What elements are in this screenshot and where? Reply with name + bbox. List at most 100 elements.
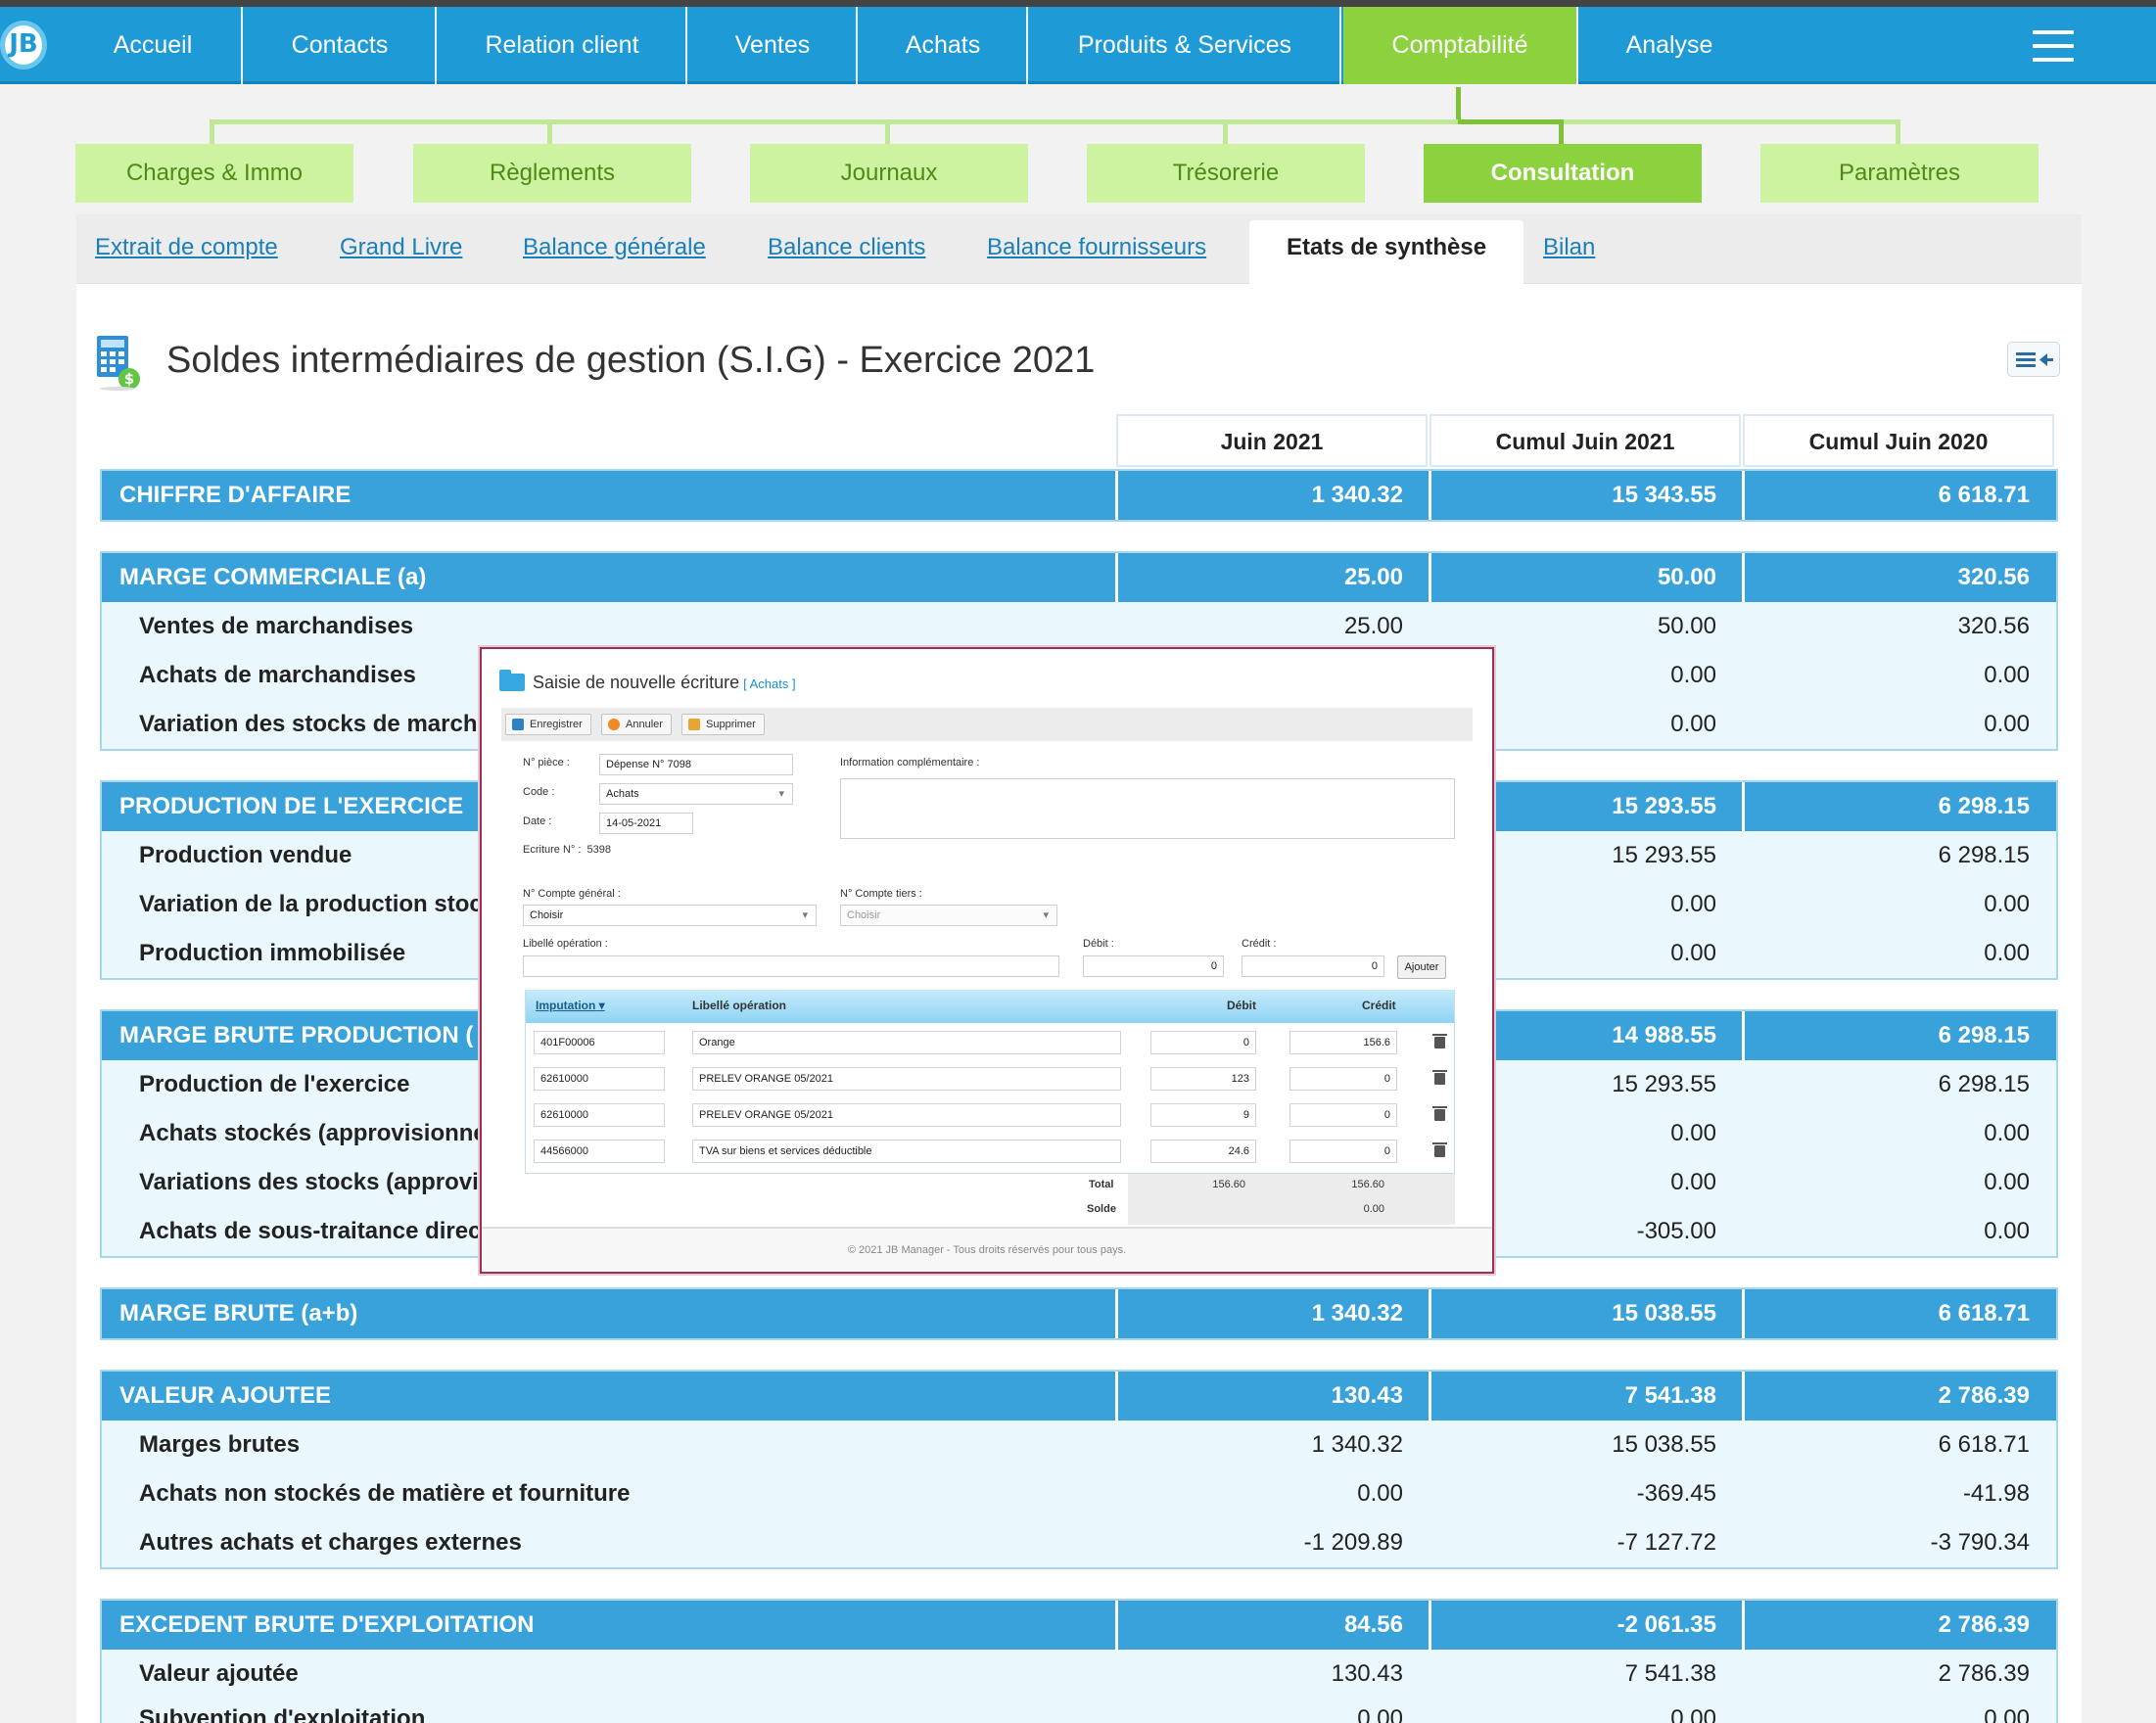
code-select[interactable]: Achats bbox=[599, 783, 793, 805]
subnav-parametres[interactable]: Paramètres bbox=[1760, 144, 2039, 203]
section-header-row: MARGE BRUTE (a+b) 1 340.32 15 038.55 6 6… bbox=[102, 1289, 2056, 1338]
line-label[interactable]: PRELEV ORANGE 05/2021 bbox=[692, 1067, 1121, 1091]
libelle-header: Libellé opération bbox=[692, 999, 787, 1012]
tab-etats-de-synthese[interactable]: Etats de synthèse bbox=[1249, 220, 1524, 285]
imputation-header[interactable]: Imputation ▾ bbox=[536, 999, 605, 1012]
nav-analyse[interactable]: Analyse bbox=[1625, 31, 1713, 59]
collapse-panel-button[interactable] bbox=[2007, 342, 2060, 377]
delete-label: Supprimer bbox=[706, 719, 756, 730]
subnav-charges-immo[interactable]: Charges & Immo bbox=[75, 144, 353, 203]
tab-grand-livre[interactable]: Grand Livre bbox=[340, 234, 463, 260]
value-cell: -3 790.34 bbox=[1930, 1529, 2030, 1556]
compte-general-select[interactable]: Choisir bbox=[523, 905, 817, 926]
total-credit: 156.60 bbox=[1351, 1179, 1384, 1190]
info-label: Information complémentaire : bbox=[840, 757, 980, 768]
tab-extrait-de-compte[interactable]: Extrait de compte bbox=[95, 234, 278, 260]
section-title: MARGE COMMERCIALE (a) bbox=[119, 564, 427, 590]
value-cell: 0.00 bbox=[1670, 1120, 1716, 1146]
delete-line-icon[interactable] bbox=[1432, 1070, 1447, 1085]
row-label: Variation de la production stoc bbox=[139, 891, 483, 917]
sig-section: MARGE COMMERCIALE (a) 25.00 50.00 320.56… bbox=[100, 551, 2058, 751]
table-row: Production immobilisée 0.00 0.00 bbox=[102, 929, 2056, 978]
credit-input[interactable]: 0 bbox=[1242, 955, 1384, 977]
value-cell: 1 340.32 bbox=[1115, 1289, 1425, 1338]
line-credit[interactable]: 0 bbox=[1289, 1103, 1397, 1127]
tab-bilan[interactable]: Bilan bbox=[1543, 234, 1596, 260]
piece-input[interactable]: Dépense N° 7098 bbox=[599, 754, 793, 775]
sig-section: VALEUR AJOUTEE 130.43 7 541.38 2 786.39 … bbox=[100, 1370, 2058, 1569]
delete-line-icon[interactable] bbox=[1432, 1106, 1447, 1121]
totals-area bbox=[1128, 1174, 1455, 1225]
delete-line-icon[interactable] bbox=[1432, 1142, 1447, 1157]
libelle-input[interactable] bbox=[523, 955, 1059, 977]
line-debit[interactable]: 123 bbox=[1150, 1067, 1256, 1091]
line-label[interactable]: Orange bbox=[692, 1031, 1121, 1054]
table-row: Variation des stocks de march 0.00 0.00 bbox=[102, 700, 2056, 749]
compte-tiers-select[interactable]: Choisir bbox=[840, 905, 1057, 926]
nav-comptabilite[interactable]: Comptabilité bbox=[1343, 7, 1578, 84]
row-label: Autres achats et charges externes bbox=[139, 1529, 522, 1556]
menu-icon[interactable] bbox=[2033, 30, 2074, 62]
journal-tag[interactable]: [ Achats ] bbox=[743, 676, 796, 691]
nav-contacts[interactable]: Contacts bbox=[245, 7, 437, 84]
line-label[interactable]: TVA sur biens et services déductible bbox=[692, 1140, 1121, 1163]
debit-label: Débit : bbox=[1083, 938, 1114, 950]
page-title: Soldes intermédiaires de gestion (S.I.G)… bbox=[166, 340, 1096, 381]
line-credit[interactable]: 0 bbox=[1289, 1067, 1397, 1091]
section-title: EXCEDENT BRUTE D'EXPLOITATION bbox=[119, 1611, 535, 1638]
line-account[interactable]: 62610000 bbox=[534, 1103, 665, 1127]
total-label: Total bbox=[1089, 1179, 1114, 1190]
line-account[interactable]: 44566000 bbox=[534, 1140, 665, 1163]
line-account[interactable]: 62610000 bbox=[534, 1067, 665, 1091]
nav-accueil[interactable]: Accueil bbox=[65, 7, 243, 84]
line-account[interactable]: 401F00006 bbox=[534, 1031, 665, 1054]
value-cell: 6 618.71 bbox=[1742, 1289, 2051, 1338]
table-row: Achats de marchandises 0.00 0.00 bbox=[102, 651, 2056, 700]
add-line-button[interactable]: Ajouter bbox=[1397, 955, 1446, 979]
table-row: Marges brutes 1 340.32 15 038.55 6 618.7… bbox=[102, 1420, 2056, 1469]
nav-achats[interactable]: Achats bbox=[860, 7, 1028, 84]
line-credit[interactable]: 0 bbox=[1289, 1140, 1397, 1163]
line-debit[interactable]: 9 bbox=[1150, 1103, 1256, 1127]
value-cell: 0.00 bbox=[1984, 1120, 2030, 1146]
section-title: MARGE BRUTE (a+b) bbox=[119, 1300, 358, 1327]
app-logo[interactable]: JB bbox=[0, 21, 47, 70]
section-title: MARGE BRUTE PRODUCTION ( bbox=[119, 1022, 474, 1048]
table-row: Valeur ajoutée 130.43 7 541.38 2 786.39 bbox=[102, 1650, 2056, 1699]
row-label: Production de l'exercice bbox=[139, 1071, 410, 1097]
value-cell: 0.00 bbox=[1670, 940, 1716, 966]
value-cell: 0.00 bbox=[1670, 662, 1716, 688]
value-cell: 15 343.55 bbox=[1429, 471, 1738, 520]
delete-button[interactable]: Supprimer bbox=[681, 714, 765, 735]
row-label: Achats de sous-traitance direc bbox=[139, 1218, 482, 1244]
nav-relation-client[interactable]: Relation client bbox=[439, 7, 687, 84]
value-cell: 6 618.71 bbox=[1938, 1431, 2030, 1458]
delete-line-icon[interactable] bbox=[1432, 1034, 1447, 1048]
tab-balance-fournisseurs[interactable]: Balance fournisseurs bbox=[987, 234, 1207, 260]
nav-produits-services[interactable]: Produits & Services bbox=[1030, 7, 1341, 84]
subnav-reglements[interactable]: Règlements bbox=[413, 144, 691, 203]
line-credit[interactable]: 156.6 bbox=[1289, 1031, 1397, 1054]
value-cell: 1 340.32 bbox=[1115, 471, 1425, 520]
line-debit[interactable]: 0 bbox=[1150, 1031, 1256, 1054]
value-cell: -1 209.89 bbox=[1303, 1529, 1403, 1556]
tab-balance-generale[interactable]: Balance générale bbox=[523, 234, 706, 260]
info-textarea[interactable] bbox=[840, 778, 1455, 839]
debit-input[interactable]: 0 bbox=[1083, 955, 1224, 977]
save-button[interactable]: Enregistrer bbox=[505, 714, 591, 735]
subnav-journaux[interactable]: Journaux bbox=[750, 144, 1028, 203]
nav-ventes[interactable]: Ventes bbox=[689, 7, 858, 84]
cancel-button[interactable]: Annuler bbox=[601, 714, 672, 735]
subnav-tresorerie[interactable]: Trésorerie bbox=[1087, 144, 1365, 203]
tab-balance-clients[interactable]: Balance clients bbox=[768, 234, 926, 260]
line-debit[interactable]: 24.6 bbox=[1150, 1140, 1256, 1163]
row-label: Achats de marchandises bbox=[139, 662, 416, 688]
line-label[interactable]: PRELEV ORANGE 05/2021 bbox=[692, 1103, 1121, 1127]
date-input[interactable]: 14-05-2021 bbox=[599, 813, 693, 834]
grid-header: Imputation ▾ Libellé opération Débit Cré… bbox=[526, 990, 1454, 1023]
value-cell: 50.00 bbox=[1429, 553, 1738, 602]
subnav-consultation[interactable]: Consultation bbox=[1424, 144, 1702, 203]
value-cell: -2 061.35 bbox=[1429, 1601, 1738, 1650]
ecriture-label: Ecriture N° : 5398 bbox=[523, 844, 611, 856]
top-border bbox=[0, 0, 2156, 7]
